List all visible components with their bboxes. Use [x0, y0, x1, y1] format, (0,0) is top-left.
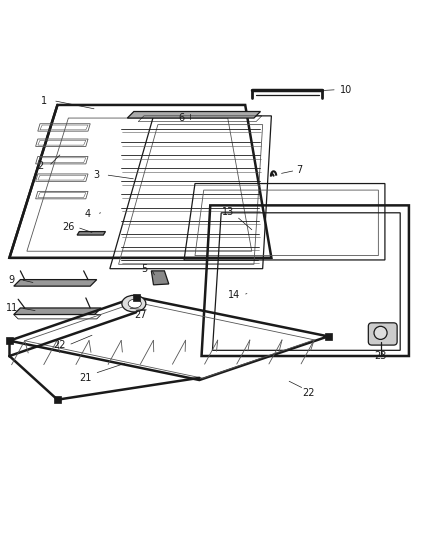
FancyBboxPatch shape — [325, 333, 332, 340]
Text: 23: 23 — [374, 351, 387, 361]
Ellipse shape — [128, 299, 141, 308]
Polygon shape — [14, 308, 101, 314]
Text: 11: 11 — [6, 303, 18, 313]
Text: 9: 9 — [9, 274, 14, 285]
Text: 1: 1 — [41, 95, 47, 106]
Circle shape — [374, 326, 387, 340]
Polygon shape — [77, 231, 106, 235]
FancyBboxPatch shape — [133, 294, 140, 301]
Text: 21: 21 — [80, 373, 92, 383]
Text: 10: 10 — [339, 85, 352, 95]
Text: 6: 6 — [179, 113, 185, 123]
FancyBboxPatch shape — [54, 396, 61, 403]
Text: 22: 22 — [302, 388, 315, 398]
FancyBboxPatch shape — [368, 323, 397, 345]
FancyBboxPatch shape — [6, 337, 13, 344]
Text: 13: 13 — [222, 207, 234, 217]
Text: 3: 3 — [94, 170, 100, 180]
Text: 22: 22 — [53, 340, 66, 350]
Text: 2: 2 — [37, 161, 43, 171]
Text: 14: 14 — [228, 290, 240, 300]
Polygon shape — [14, 280, 97, 286]
Ellipse shape — [122, 295, 146, 312]
Text: 27: 27 — [134, 310, 147, 319]
Text: 26: 26 — [62, 222, 74, 232]
Text: 4: 4 — [85, 209, 91, 219]
Text: 5: 5 — [141, 264, 148, 273]
Polygon shape — [127, 111, 261, 118]
Text: 7: 7 — [297, 165, 303, 175]
Polygon shape — [151, 271, 169, 285]
